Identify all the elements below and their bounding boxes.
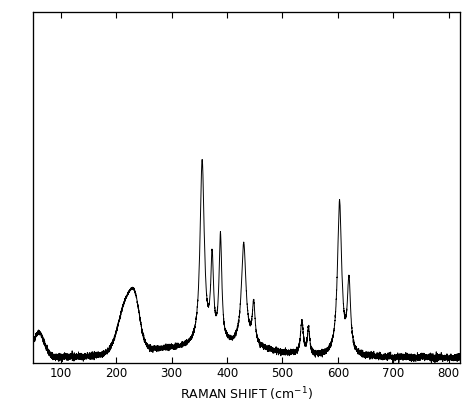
X-axis label: RAMAN SHIFT (cm$^{-1}$): RAMAN SHIFT (cm$^{-1}$) [180,385,313,403]
